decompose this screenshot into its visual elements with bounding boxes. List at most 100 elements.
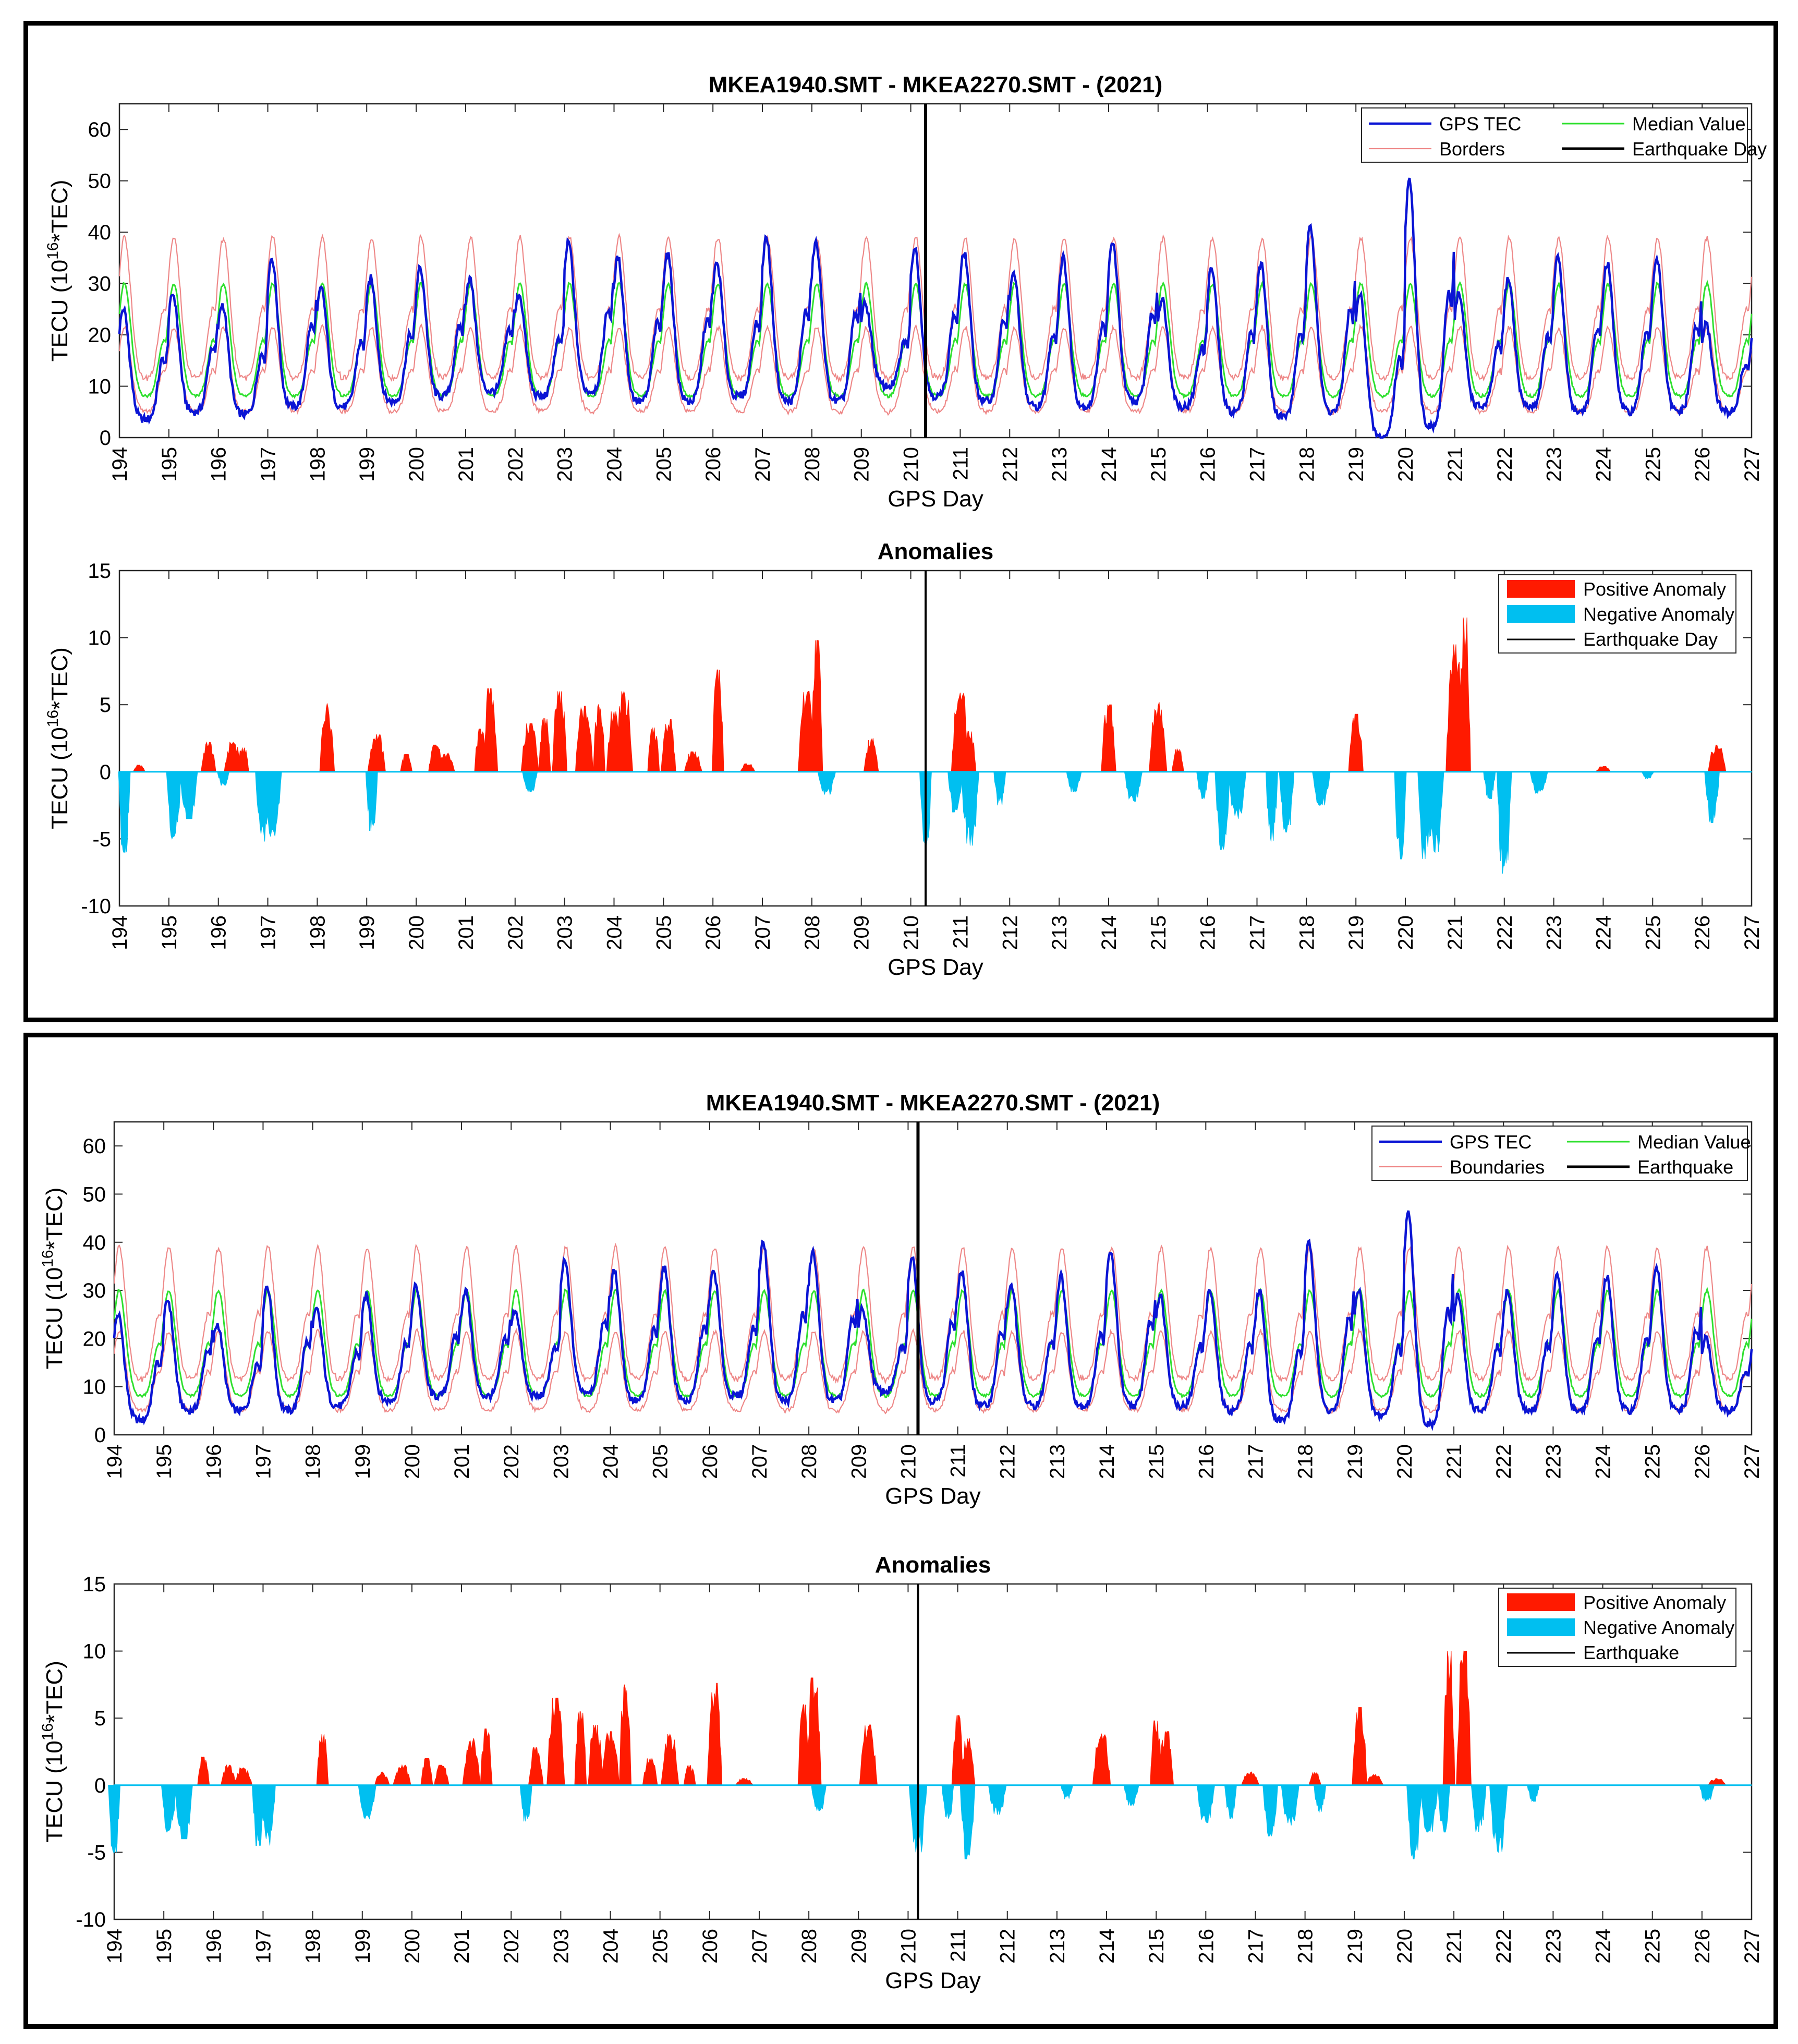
top-tec-xtick-label: 220 [1394,447,1417,482]
bottom-tec-xtick-label: 200 [401,1444,424,1479]
top-anomaly-xtick-label: 223 [1543,915,1566,950]
top-anomaly-ytick-label: -10 [81,895,111,918]
bottom-anomaly-xtick-label: 209 [847,1929,870,1964]
bottom-tec-xtick-label: 215 [1145,1444,1168,1479]
bottom-tec-ylabel-prefix: TECU (10 [42,1267,67,1370]
top-tec-ytick-label: 10 [88,376,112,398]
top-tec-xtick-label: 212 [999,447,1022,482]
bottom-tec-xtick-label: 204 [600,1444,623,1479]
top-tec-xtick-label: 198 [306,447,329,482]
bottom-anomaly-legend-swatch [1507,1593,1575,1611]
bottom-tec-gps-tec-line [113,1210,1753,1432]
top-tec-xtick-label: 208 [801,447,824,482]
top-tec-xtick-label: 210 [900,447,923,482]
top-tec-legend-label: GPS TEC [1439,113,1521,135]
top-anomaly-xtick-label: 208 [801,915,824,950]
bottom-tec-ytick-label: 0 [94,1424,106,1447]
bottom-tec-xtick-label: 227 [1741,1444,1764,1479]
bottom-anomaly-negative-anomaly-area [108,1785,1715,1859]
top-anomaly-xtick-label: 216 [1197,915,1220,950]
top-tec-xtick-label: 207 [751,447,774,482]
bottom-anomaly-title: Anomalies [875,1552,991,1578]
bottom-tec-legend [1371,1126,1748,1181]
top-tec-xtick-label: 202 [504,447,527,482]
bottom-tec-xtick-label: 202 [500,1444,523,1479]
top-anomaly-xtick-label: 222 [1493,915,1516,950]
figure-panel-top: MKEA1940.SMT - MKEA2270.SMT - (2021) 0 10 2… [23,21,1778,1022]
top-tec-xtick-label: 216 [1197,447,1220,482]
bottom-tec-xtick-label: 209 [847,1444,870,1479]
top-anomaly-xtick-label: 215 [1147,915,1170,950]
top-tec-ylabel-suffix: *TEC) [47,180,72,243]
top-tec-xtick-label: 214 [1098,447,1121,482]
top-anomaly-xtick-label: 199 [356,915,379,950]
top-tec-ylabel: TECU (1016*TEC) [44,180,72,362]
top-anomaly-ylabel: TECU (1016*TEC) [44,647,72,829]
top-anomaly-xtick-label: 205 [652,915,675,950]
top-tec-ylabel-prefix: TECU (10 [47,260,72,362]
top-tec-xtick-label: 213 [1048,447,1071,482]
bottom-anomaly-xtick-label: 226 [1691,1929,1714,1964]
bottom-tec-xtick-label: 218 [1294,1444,1317,1479]
top-tec-legend [1361,107,1748,163]
bottom-anomaly-xtick-label: 219 [1344,1929,1367,1964]
bottom-tec-xtick-label: 221 [1443,1444,1466,1479]
top-anomaly-ytick-label: 5 [100,694,111,717]
bottom-tec-border-upper-line [113,1242,1753,1385]
top-tec-xtick-label: 215 [1147,447,1170,482]
top-anomaly-ytick-label: 0 [100,761,111,784]
top-anomaly-xtick-label: 213 [1048,915,1071,950]
bottom-anomaly-xtick-label: 211 [947,1929,970,1962]
bottom-anomaly-ytick-label: -5 [87,1841,106,1864]
top-tec-xtick-label: 200 [405,447,428,482]
top-anomaly-plot-area [118,570,1753,907]
bottom-anomaly-legend-label: Earthquake [1583,1642,1679,1663]
top-tec-xtick-label: 226 [1691,447,1714,482]
bottom-tec-xtick-label: 212 [997,1444,1019,1479]
bottom-anomaly-xtick-label: 212 [997,1929,1019,1964]
top-anomaly-xtick-label: 226 [1691,915,1714,950]
bottom-anomaly-xtick-label: 220 [1393,1929,1416,1964]
top-anomaly-xtick-label: 224 [1592,915,1615,950]
bottom-tec-legend-label: Earthquake [1637,1156,1733,1178]
top-anomaly-xtick-label: 212 [999,915,1022,950]
figure-svg-bottom: MKEA1940.SMT - MKEA2270.SMT - (2021) 0 10 2… [39,1090,1764,1993]
top-anomaly-xtick-label: 214 [1098,915,1121,950]
top-anomaly-ytick-label: 10 [88,627,112,650]
top-anomaly-xtick-label: 204 [603,915,626,950]
bottom-tec-xtick-label: 210 [897,1444,920,1479]
bottom-tec-xtick-label: 217 [1244,1444,1267,1479]
bottom-tec-xtick-label: 208 [798,1444,821,1479]
bottom-tec-median-line [113,1286,1753,1399]
bottom-anomaly-ytick-label: 0 [94,1774,106,1797]
bottom-tec-xtick-label: 211 [947,1444,970,1478]
bottom-tec-xtick-label: 213 [1046,1444,1069,1479]
bottom-tec-ytick-label: 50 [83,1183,106,1206]
bottom-tec-xtick-label: 225 [1642,1444,1665,1479]
bottom-anomaly-xlabel: GPS Day [885,1968,980,1993]
bottom-anomaly-xtick-label: 205 [649,1929,672,1964]
bottom-anomaly-ylabel-prefix: TECU (10 [42,1740,67,1843]
top-tec-xtick-label: 196 [208,447,230,482]
top-tec-xtick-label: 205 [652,447,675,482]
bottom-tec-ytick-label: 30 [83,1279,106,1302]
top-anomaly-xtick-label: 202 [504,915,527,950]
top-tec-gps-tec-line [118,177,1753,439]
top-tec-legend-label: Earthquake Day [1632,138,1767,160]
bottom-anomaly-xtick-label: 198 [302,1929,325,1964]
top-tec-ytick-label: 50 [88,170,112,193]
top-tec-title: MKEA1940.SMT - MKEA2270.SMT - (2021) [709,72,1162,98]
top-anomaly-xtick-label: 211 [949,915,972,949]
top-tec-xtick-label: 223 [1543,447,1566,482]
top-tec-xtick-label: 199 [356,447,379,482]
bottom-anomaly-xtick-label: 216 [1195,1929,1218,1964]
top-anomaly-ylabel-sup: 16 [44,710,62,727]
bottom-tec-ytick-label: 40 [83,1231,106,1254]
bottom-tec-xtick-label: 219 [1344,1444,1367,1479]
bottom-tec-ytick-label: 60 [83,1135,106,1158]
bottom-anomaly-xtick-label: 196 [202,1929,225,1964]
bottom-tec-xtick-label: 224 [1592,1444,1615,1479]
top-anomaly-xtick-label: 201 [455,915,478,950]
bottom-tec-ytick-label: 20 [83,1327,106,1350]
bottom-anomaly-xtick-label: 199 [351,1929,374,1964]
